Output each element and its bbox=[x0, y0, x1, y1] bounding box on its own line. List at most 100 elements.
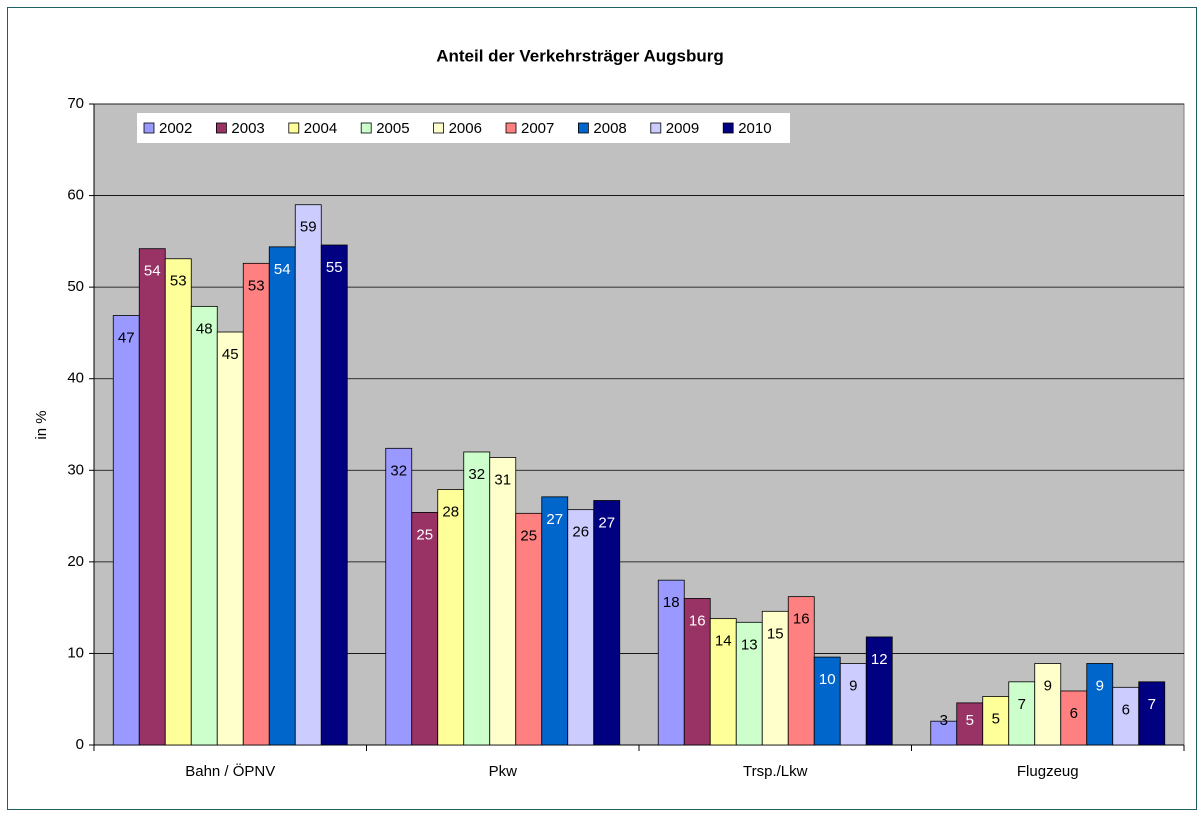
value-label: 27 bbox=[546, 511, 563, 528]
value-label: 26 bbox=[572, 524, 589, 541]
legend-swatch bbox=[433, 122, 445, 134]
legend-label: 2009 bbox=[666, 120, 699, 137]
value-label: 47 bbox=[118, 329, 135, 346]
legend bbox=[137, 113, 790, 143]
value-label: 6 bbox=[1070, 705, 1078, 722]
value-label: 18 bbox=[663, 594, 680, 611]
value-label: 27 bbox=[598, 514, 615, 531]
legend-swatch bbox=[360, 122, 372, 134]
legend-swatch bbox=[288, 122, 300, 134]
bar bbox=[190, 305, 218, 746]
value-label: 54 bbox=[144, 263, 161, 280]
bar bbox=[216, 331, 244, 746]
value-label: 32 bbox=[468, 466, 485, 483]
value-label: 48 bbox=[196, 320, 213, 337]
legend-swatch bbox=[722, 122, 734, 134]
y-tick-label: 30 bbox=[67, 461, 84, 478]
bar bbox=[735, 621, 763, 746]
x-tick-label: Pkw bbox=[489, 763, 518, 780]
legend-swatch bbox=[215, 122, 227, 134]
value-label: 12 bbox=[871, 651, 888, 668]
legend-label: 2004 bbox=[304, 120, 337, 137]
bar bbox=[385, 447, 413, 746]
bar bbox=[787, 596, 815, 746]
value-label: 45 bbox=[222, 346, 239, 363]
value-label: 6 bbox=[1122, 701, 1130, 718]
value-label: 10 bbox=[819, 671, 836, 688]
x-tick-label: Trsp./Lkw bbox=[743, 763, 808, 780]
legend-label: 2006 bbox=[449, 120, 482, 137]
bar bbox=[489, 457, 517, 746]
bar bbox=[1138, 681, 1166, 746]
legend-label: 2002 bbox=[159, 120, 192, 137]
value-label: 32 bbox=[390, 462, 407, 479]
value-label: 7 bbox=[1018, 696, 1026, 713]
legend-swatch bbox=[650, 122, 662, 134]
bar bbox=[515, 512, 543, 746]
bar bbox=[294, 204, 322, 746]
value-label: 5 bbox=[992, 710, 1000, 727]
legend-label: 2003 bbox=[231, 120, 264, 137]
value-label: 5 bbox=[966, 712, 974, 729]
x-tick-label: Bahn / ÖPNV bbox=[185, 762, 275, 780]
value-label: 28 bbox=[442, 503, 459, 520]
legend-label: 2008 bbox=[593, 120, 626, 137]
bar bbox=[1086, 663, 1114, 746]
bar bbox=[657, 579, 685, 746]
value-label: 9 bbox=[1044, 677, 1052, 694]
legend-label: 2010 bbox=[738, 120, 771, 137]
value-label: 3 bbox=[940, 712, 948, 729]
value-label: 55 bbox=[326, 259, 343, 276]
bar bbox=[865, 636, 893, 746]
bar bbox=[761, 610, 789, 746]
bar bbox=[593, 500, 621, 746]
bar bbox=[242, 262, 270, 746]
y-axis-label: in % bbox=[33, 410, 50, 439]
bar bbox=[437, 489, 465, 746]
bar bbox=[813, 656, 841, 746]
value-label: 9 bbox=[1096, 677, 1104, 694]
bar bbox=[164, 258, 192, 746]
bar bbox=[541, 496, 569, 746]
bar bbox=[112, 315, 140, 746]
bar bbox=[411, 512, 439, 746]
legend-swatch bbox=[505, 122, 517, 134]
bar bbox=[839, 663, 867, 746]
bar bbox=[1112, 686, 1140, 746]
value-label: 15 bbox=[767, 625, 784, 642]
legend-label: 2005 bbox=[376, 120, 409, 137]
y-tick-label: 0 bbox=[76, 736, 84, 753]
bar bbox=[268, 246, 296, 746]
value-label: 31 bbox=[494, 471, 511, 488]
bar bbox=[138, 248, 166, 746]
bar bbox=[463, 451, 491, 746]
legend-swatch bbox=[578, 122, 589, 134]
value-label: 7 bbox=[1148, 696, 1156, 713]
value-label: 53 bbox=[248, 277, 265, 294]
value-label: 14 bbox=[715, 633, 732, 650]
y-tick-label: 60 bbox=[67, 187, 84, 204]
value-label: 13 bbox=[741, 636, 758, 653]
bar bbox=[709, 618, 737, 746]
bar bbox=[1034, 663, 1062, 746]
value-label: 25 bbox=[520, 527, 537, 544]
value-label: 9 bbox=[849, 677, 857, 694]
y-tick-label: 10 bbox=[67, 644, 84, 661]
value-label: 59 bbox=[300, 219, 317, 236]
x-tick-label: Flugzeug bbox=[1017, 763, 1079, 780]
value-label: 54 bbox=[274, 261, 291, 278]
bar bbox=[1060, 690, 1088, 746]
legend-label: 2007 bbox=[521, 120, 554, 137]
value-label: 16 bbox=[793, 611, 810, 628]
legend-swatch bbox=[143, 122, 155, 134]
bar bbox=[683, 598, 711, 746]
bar bbox=[982, 696, 1010, 746]
bar bbox=[567, 509, 595, 746]
y-tick-label: 20 bbox=[67, 553, 84, 570]
value-label: 25 bbox=[416, 526, 433, 543]
y-tick-label: 70 bbox=[67, 95, 84, 112]
bar bbox=[320, 244, 348, 746]
value-label: 16 bbox=[689, 612, 706, 629]
chart-title: Anteil der Verkehrsträger Augsburg bbox=[436, 46, 724, 65]
